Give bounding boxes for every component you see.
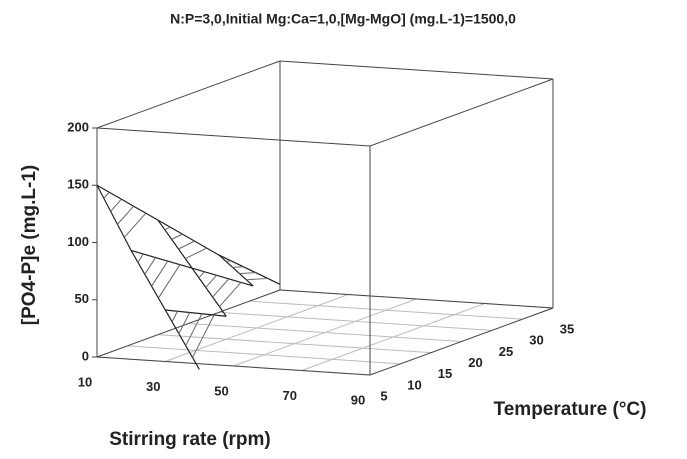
surface-line bbox=[218, 254, 254, 287]
surface-line bbox=[96, 184, 200, 370]
surface-hatch bbox=[164, 226, 171, 231]
box-edge bbox=[279, 289, 554, 309]
surface-line bbox=[96, 184, 281, 285]
surface-hatch bbox=[178, 312, 191, 335]
surface-hatch bbox=[212, 278, 230, 298]
surface-line bbox=[130, 249, 254, 287]
surface-hatch bbox=[232, 266, 244, 268]
grid-line bbox=[127, 345, 401, 365]
surface-hatch bbox=[137, 253, 144, 263]
x-tick-label: 90 bbox=[351, 392, 365, 407]
x-tick-label: 70 bbox=[283, 388, 297, 403]
box-edge bbox=[369, 307, 554, 376]
z-tick-label: 0 bbox=[82, 348, 89, 363]
grid-line bbox=[249, 300, 523, 320]
surface-hatch bbox=[110, 198, 122, 212]
surface-hatch bbox=[117, 205, 134, 225]
box-edge bbox=[279, 60, 554, 80]
y-tick-label: 25 bbox=[499, 344, 513, 359]
surface-hatch bbox=[185, 313, 203, 346]
surface-hatch bbox=[171, 311, 178, 323]
y-tick-label: 5 bbox=[380, 388, 387, 403]
surface-hatch bbox=[103, 191, 110, 199]
surface-hatch bbox=[158, 264, 181, 299]
chart-title: N:P=3,0,Initial Mg:Ca=1,0,[Mg-MgO] (mg.L… bbox=[170, 11, 516, 27]
y-tick-label: 35 bbox=[560, 321, 574, 336]
surface-hatch bbox=[192, 314, 215, 358]
surface-hatch bbox=[246, 277, 268, 281]
z-tick-label: 150 bbox=[67, 177, 89, 192]
y-tick-label: 20 bbox=[468, 355, 482, 370]
grid-line bbox=[218, 311, 493, 331]
box-edge bbox=[369, 78, 554, 147]
surface-hatch bbox=[178, 240, 195, 250]
surface-hatch bbox=[151, 260, 169, 287]
x-tick-label: 30 bbox=[146, 379, 160, 394]
surface-hatch bbox=[205, 274, 217, 288]
surface-line bbox=[165, 309, 227, 317]
surface-hatch bbox=[239, 272, 256, 275]
y-tick-label: 15 bbox=[438, 366, 452, 381]
x-tick-label: 10 bbox=[78, 374, 92, 389]
grid-line bbox=[188, 323, 462, 342]
box-edge bbox=[96, 356, 371, 376]
surface-hatch bbox=[144, 257, 156, 275]
box-edge bbox=[96, 60, 281, 129]
x-tick-label: 50 bbox=[214, 383, 228, 398]
y-tick-label: 10 bbox=[407, 377, 421, 392]
surface-hatch bbox=[219, 282, 242, 307]
surface-hatch bbox=[198, 271, 205, 279]
box-edge bbox=[96, 289, 281, 358]
z-axis-label: [PO4-P]e (mg.L-1) bbox=[19, 165, 40, 325]
z-tick-label: 50 bbox=[75, 291, 89, 306]
y-tick-label: 30 bbox=[529, 333, 543, 348]
y-axis-label: Temperature (°C) bbox=[494, 399, 647, 420]
grid-line bbox=[157, 334, 432, 354]
surface-hatch bbox=[185, 247, 208, 260]
z-tick-label: 200 bbox=[67, 119, 89, 134]
surface-hatch bbox=[123, 212, 147, 238]
x-axis-label: Stirring rate (rpm) bbox=[109, 429, 271, 450]
surface-hatch bbox=[171, 233, 183, 240]
box-edge bbox=[96, 127, 371, 147]
z-tick-label: 100 bbox=[67, 234, 89, 249]
